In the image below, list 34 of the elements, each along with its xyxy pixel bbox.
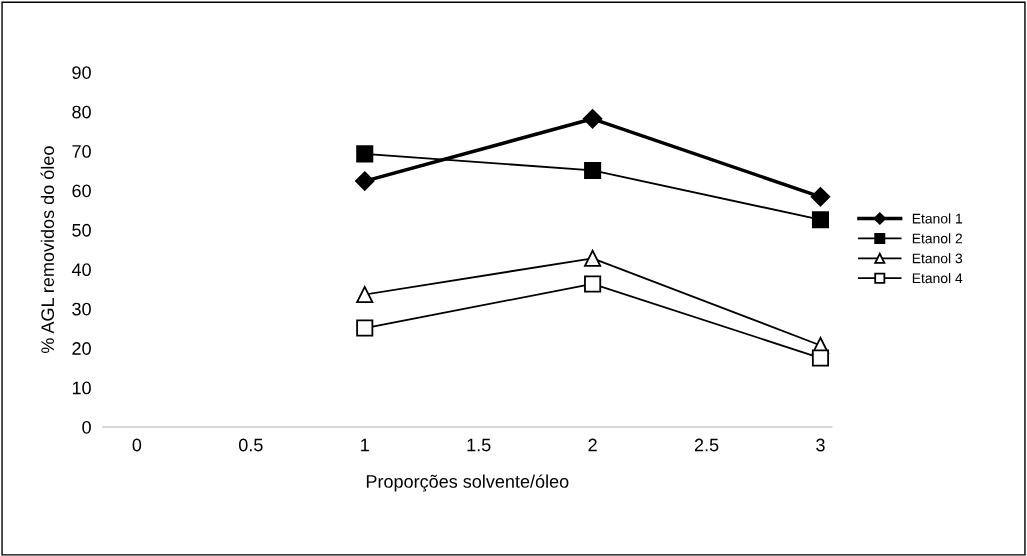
point [356,319,374,337]
y-tick-label: 40 [71,263,91,277]
point [582,109,603,129]
legend-label: Etanol 2 [912,233,962,244]
y-tick-label: 60 [72,184,91,198]
y-tick-label: 90 [72,66,91,79]
x-tick-label: 1.5 [467,438,491,452]
y-tick-label: 30 [72,302,91,316]
x-tick-label: 1 [361,438,369,452]
y-tick-label: 10 [72,381,91,395]
point [810,187,831,207]
point [584,161,602,179]
point [584,275,602,293]
y-axis-title: % AGL removidos do óleo [40,146,55,354]
point [584,249,602,267]
y-tick-label: 20 [72,342,91,355]
point [811,349,830,367]
x-tick-label: 0 [132,438,142,452]
point [356,145,374,163]
legend-label: Etanol 4 [912,273,963,284]
point [355,171,375,191]
point [356,286,374,304]
x-tick-label: 3 [816,438,825,452]
point [811,211,830,229]
x-tick-label: 0.5 [238,438,263,452]
y-tick-label: 80 [72,105,91,119]
y-tick-label: 70 [72,145,91,158]
x-tick-label: 2 [588,438,597,452]
x-tick-label: 2.5 [694,438,719,452]
legend-label: Etanol 1 [912,213,963,224]
y-tick-label: 50 [72,223,91,237]
legend-label: Etanol 3 [912,253,963,264]
x-axis-title: Proporções solvente/óleo [366,474,569,492]
y-tick-label: 0 [82,420,91,434]
